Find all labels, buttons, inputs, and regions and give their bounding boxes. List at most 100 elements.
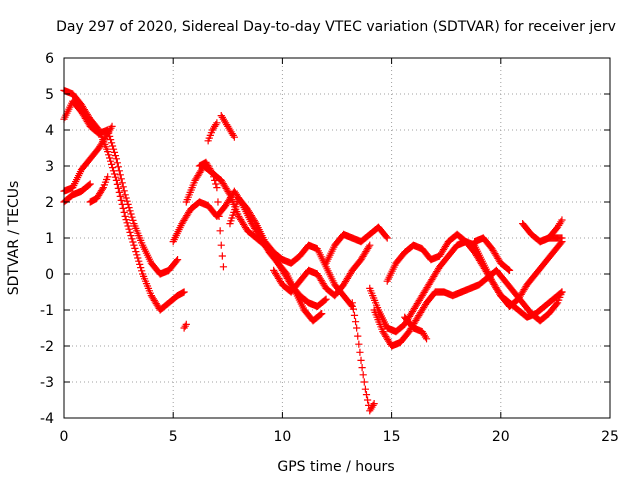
series-track-11 — [217, 112, 238, 141]
data-point — [136, 260, 144, 268]
y-tick-label: 5 — [45, 87, 54, 103]
data-point — [216, 227, 224, 235]
data-point — [128, 235, 136, 243]
data-point — [212, 121, 220, 129]
data-point — [111, 173, 120, 181]
data-point — [353, 324, 361, 332]
data-point — [126, 207, 134, 215]
y-tick-label: 1 — [45, 231, 54, 247]
data-point — [318, 310, 326, 318]
data-point — [138, 267, 146, 275]
series-track-7 — [169, 187, 326, 325]
data-point — [113, 180, 121, 188]
data-point — [208, 169, 217, 177]
data-point — [321, 296, 329, 304]
data-point — [116, 192, 124, 200]
chart-title: Day 297 of 2020, Sidereal Day-to-day VTE… — [56, 19, 616, 35]
axis-ticks: 0 5 10 15 20 25 -4 -3 -2 -1 0 1 2 3 4 5 6 — [40, 51, 619, 445]
data-point — [113, 159, 121, 167]
data-point — [558, 234, 566, 242]
data-point — [356, 348, 364, 356]
y-tick-label: 2 — [45, 195, 54, 211]
data-point — [108, 142, 117, 150]
data-point — [215, 212, 223, 220]
data-point — [130, 241, 138, 249]
data-point — [112, 176, 121, 184]
data-point — [213, 119, 221, 127]
data-point — [125, 204, 133, 212]
data-point — [382, 233, 390, 241]
data-point — [212, 180, 220, 188]
data-point — [359, 371, 367, 379]
series-track-22 — [536, 234, 566, 246]
data-point — [124, 200, 132, 208]
data-point — [218, 252, 226, 260]
data-point — [348, 299, 356, 307]
data-point — [122, 194, 130, 202]
series-track-17 — [370, 266, 566, 350]
data-point — [504, 266, 513, 274]
data-point — [322, 295, 330, 303]
data-point — [125, 225, 133, 233]
data-point — [106, 154, 114, 162]
data-point — [134, 254, 142, 262]
data-point — [107, 139, 116, 147]
data-point — [349, 305, 357, 313]
series-track-6 — [180, 320, 190, 332]
y-tick-label: 4 — [45, 123, 54, 139]
series-track-3 — [60, 122, 116, 195]
series-track-19 — [401, 313, 431, 343]
data-point — [214, 198, 222, 206]
data-point — [217, 241, 225, 249]
data-point — [383, 234, 391, 242]
data-point — [211, 176, 219, 184]
data-point — [558, 216, 566, 224]
data-point — [355, 340, 363, 348]
data-point — [207, 168, 216, 176]
data-point — [121, 212, 129, 220]
data-point — [351, 318, 360, 326]
data-point — [108, 164, 117, 172]
data-point — [117, 175, 125, 183]
x-tick-label: 20 — [492, 429, 510, 445]
series-track-2 — [60, 97, 182, 278]
data-point — [119, 204, 127, 212]
data-point — [180, 288, 188, 296]
data-point — [106, 136, 115, 144]
data-point — [173, 256, 182, 264]
data-point — [119, 183, 127, 191]
y-tick-label: -4 — [40, 411, 54, 427]
data-point — [363, 396, 372, 404]
data-point — [108, 122, 116, 130]
y-tick-label: 6 — [45, 51, 54, 67]
data-point — [127, 232, 135, 240]
data-point — [370, 400, 378, 408]
data-point — [422, 335, 431, 343]
x-axis-label: GPS time / hours — [277, 459, 394, 475]
data-point — [107, 160, 116, 168]
data-point — [131, 244, 139, 252]
y-tick-label: -3 — [40, 375, 54, 391]
data-point — [360, 378, 368, 386]
data-point — [350, 311, 359, 319]
data-point — [115, 188, 123, 196]
data-point — [121, 191, 129, 199]
data-point — [115, 167, 123, 175]
data-point — [230, 133, 238, 141]
data-point — [110, 148, 119, 156]
data-point — [123, 219, 131, 227]
data-point — [354, 332, 362, 340]
data-point — [127, 210, 135, 218]
series-track-13 — [270, 241, 374, 300]
series-track-1 — [60, 86, 188, 314]
data-point — [85, 181, 93, 189]
data-point — [123, 197, 131, 205]
series-track-8 — [182, 162, 330, 310]
data-point — [219, 263, 228, 271]
data-point — [114, 163, 122, 171]
data-point — [110, 170, 119, 178]
data-point — [129, 216, 137, 224]
y-tick-label: -1 — [40, 303, 54, 319]
data-point — [120, 187, 128, 195]
